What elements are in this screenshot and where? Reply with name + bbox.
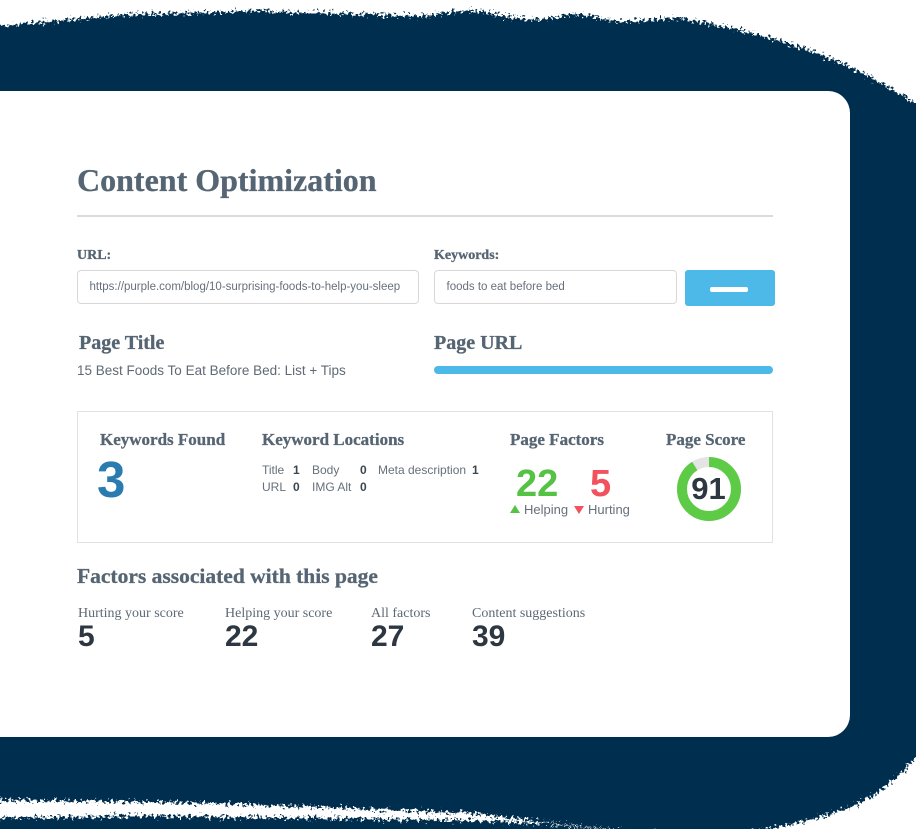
svg-text:91: 91 xyxy=(691,471,725,506)
